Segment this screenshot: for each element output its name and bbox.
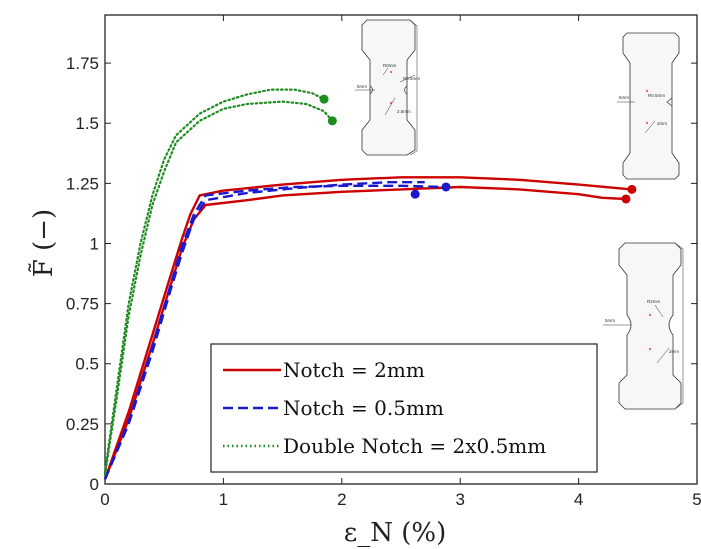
specimen-inset-notch-2mm: R2mm 5mm 2mm: [603, 242, 684, 410]
specimen-outline: [618, 242, 682, 410]
y-tick-label: 1.25: [66, 174, 99, 193]
specimen-outline: [361, 19, 416, 156]
dimension-line: [382, 67, 389, 76]
y-tick-label: 1.75: [66, 54, 99, 73]
legend-label: Notch = 2mm: [283, 358, 425, 382]
spec-label: 2mm: [657, 121, 667, 126]
red-dot: [649, 314, 651, 316]
y-tick-label: 0.75: [66, 295, 99, 314]
specimen-depth: [409, 19, 418, 156]
y-tick-label: 1: [90, 234, 99, 253]
spec-label: 5mm: [619, 95, 629, 100]
failure-point-marker: [441, 182, 451, 192]
x-tick-label: 4: [574, 490, 583, 509]
red-dot: [649, 348, 651, 350]
spec-label: R0.5mm: [648, 93, 665, 98]
y-tick-label: 0: [90, 475, 99, 494]
plot-border: [104, 14, 698, 485]
y-tick-label: 1.5: [75, 114, 99, 133]
red-dot: [646, 90, 648, 92]
x-tick-label: 1: [219, 490, 228, 509]
failure-point-marker: [627, 184, 637, 194]
series-line-4: [103, 88, 326, 474]
specimen-depth: [674, 242, 684, 410]
x-tick-label: 2: [337, 490, 346, 509]
spec-label: R2mm: [647, 299, 661, 304]
red-dot: [390, 102, 392, 104]
dimension-line: [399, 74, 416, 83]
specimen-inset-double-notch: R0mm R0.5mm 5mm 2.5mm: [355, 19, 420, 156]
y-axis-label: F̃ (−): [28, 209, 59, 277]
series-line-2: [103, 181, 425, 480]
dimension-line: [644, 120, 656, 134]
y-tick-label: 0.25: [66, 415, 99, 434]
failure-point-marker: [327, 116, 337, 126]
dimension-line: [384, 97, 396, 116]
x-tick-label: 0: [100, 490, 109, 509]
end-markers: [319, 94, 637, 204]
series-line-0: [103, 176, 633, 480]
dimension-line: [654, 304, 664, 318]
notch-right: [404, 85, 408, 95]
notch-right: [666, 97, 673, 107]
legend-label: Double Notch = 2x0.5mm: [283, 434, 546, 458]
failure-point-marker: [410, 189, 420, 199]
failure-point-marker: [319, 94, 329, 104]
axis-ticks: 0 1 2 3 4 5 0 0.25 0.5 0.75 1 1.25 1.5 1.75: [66, 15, 701, 509]
plot-frame: [104, 14, 698, 485]
series-line-5: [103, 100, 334, 476]
failure-point-marker: [621, 194, 631, 204]
spec-label: R0.5mm: [403, 76, 420, 81]
legend: Notch = 2mm Notch = 0.5mm Double Notch = 2…: [210, 343, 598, 473]
spec-label: 5mm: [605, 318, 615, 323]
y-tick-label: 0.5: [75, 355, 99, 374]
dimension-line: [656, 347, 670, 364]
red-dot: [646, 122, 648, 124]
x-axis-label: ε_N (%): [344, 518, 446, 548]
spec-label: R0mm: [383, 63, 397, 68]
spec-label: 2mm: [669, 349, 679, 354]
red-dot: [390, 71, 392, 73]
specimen-inset-notch-0-5mm: R0.5mm 5mm 2mm: [617, 32, 680, 180]
x-tick-label: 5: [692, 490, 701, 509]
spec-label: 5mm: [357, 84, 367, 89]
specimen-outline: [622, 32, 680, 180]
series-lines: [103, 88, 633, 480]
legend-label: Notch = 0.5mm: [283, 396, 444, 420]
x-tick-label: 3: [455, 490, 464, 509]
series-line-3: [103, 184, 447, 480]
spec-label: 2.5mm: [397, 109, 411, 114]
